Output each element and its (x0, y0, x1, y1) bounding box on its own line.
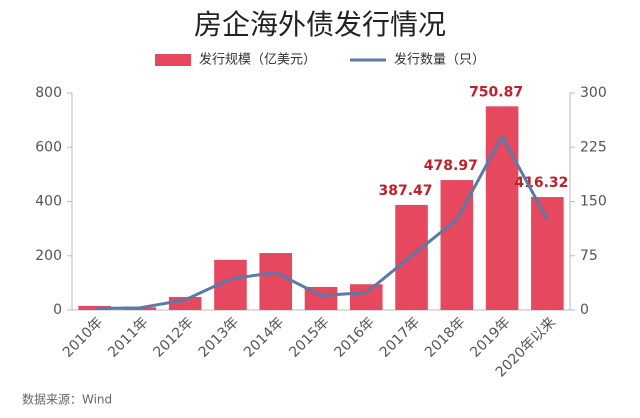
y2-tick-label: 0 (580, 302, 589, 318)
y2-tick-label: 150 (580, 194, 607, 210)
bar (349, 284, 383, 310)
source: 数据来源：Wind (22, 392, 112, 407)
value-label: 478.97 (424, 158, 478, 174)
value-label: 750.87 (469, 84, 523, 100)
y-tick-label: 200 (35, 248, 62, 264)
value-label: 387.47 (379, 183, 433, 199)
bar (531, 197, 564, 310)
chart-title: 房企海外债发行情况 (194, 8, 446, 41)
y2-tick-label: 75 (580, 248, 598, 264)
line (94, 134, 549, 311)
bar (485, 106, 519, 311)
legend-label: 发行规模（亿美元） (199, 52, 316, 68)
y-tick-label: 0 (53, 302, 62, 318)
y2-tick-label: 225 (580, 139, 607, 155)
y2-tick-label: 300 (580, 85, 607, 101)
value-label: 416.32 (514, 175, 568, 191)
y-tick-label: 400 (35, 194, 62, 210)
y-tick-label: 600 (35, 139, 62, 155)
bar (259, 253, 293, 310)
y-tick-label: 800 (35, 85, 62, 101)
legend-swatch (155, 54, 191, 66)
legend-label: 发行数量（只） (394, 52, 485, 68)
